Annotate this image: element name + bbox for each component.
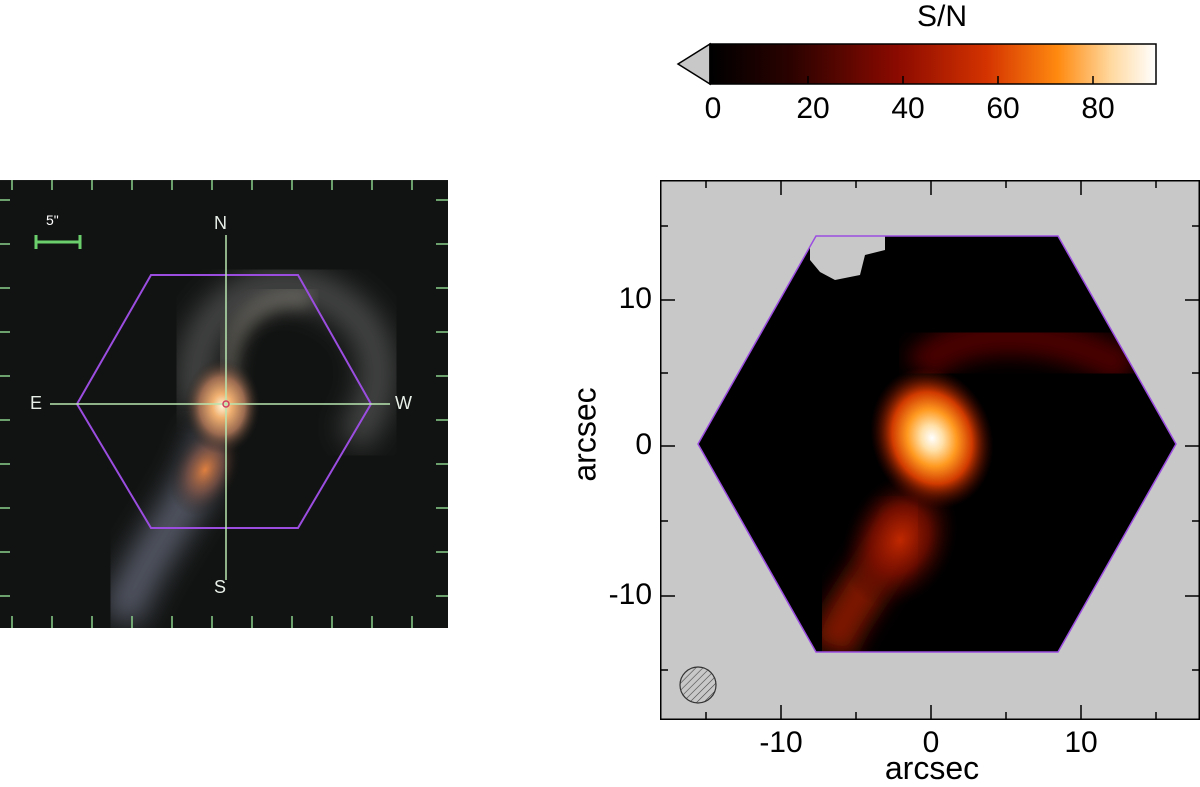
x-axis-title: arcsec bbox=[884, 750, 980, 786]
galaxy-bulge bbox=[184, 358, 260, 454]
y-tick-0: 0 bbox=[635, 428, 652, 461]
sn-core bbox=[870, 367, 994, 509]
colorbar-graphic bbox=[676, 42, 1157, 86]
center-marker bbox=[222, 400, 230, 408]
sn-axis-ticks bbox=[660, 180, 1200, 720]
compass-west: W bbox=[395, 393, 412, 413]
sn-map-plot bbox=[660, 180, 1200, 720]
sn-upper-arm bbox=[904, 317, 1140, 387]
y-tick-10: 10 bbox=[618, 282, 652, 315]
scale-bar bbox=[34, 235, 82, 249]
sn-hexagon bbox=[697, 235, 1177, 653]
upper-spiral-arm bbox=[177, 268, 396, 453]
colorbar-ticks bbox=[712, 76, 1094, 84]
compass-east: E bbox=[30, 393, 43, 413]
optical-galaxy-image bbox=[0, 180, 448, 628]
colorbar-tick-20: 20 bbox=[796, 92, 830, 125]
scale-bar-label: 5" bbox=[46, 212, 59, 228]
colorbar-title: S/N bbox=[916, 0, 967, 33]
compass-north: N bbox=[214, 213, 227, 233]
colorbar-tick-40: 40 bbox=[891, 92, 925, 125]
colorbar-tick-80: 80 bbox=[1081, 92, 1115, 125]
y-axis-title: arcsec bbox=[566, 387, 603, 482]
compass-south: S bbox=[214, 577, 227, 597]
hatched-circle-icon bbox=[679, 666, 717, 704]
x-tick-0: 0 bbox=[922, 726, 940, 759]
x-tick-neg10: -10 bbox=[759, 726, 803, 759]
colorbar-gradient bbox=[709, 43, 1157, 85]
optical-image-panel: 5" N S E W bbox=[0, 180, 448, 628]
frame-ticks bbox=[0, 180, 448, 628]
colorbar-tick-60: 60 bbox=[986, 92, 1020, 125]
x-tick-10: 10 bbox=[1064, 726, 1098, 759]
y-tick-neg10: -10 bbox=[608, 578, 652, 611]
colorbar-tick-0: 0 bbox=[704, 92, 722, 125]
colorbar-under-triangle bbox=[676, 42, 711, 86]
